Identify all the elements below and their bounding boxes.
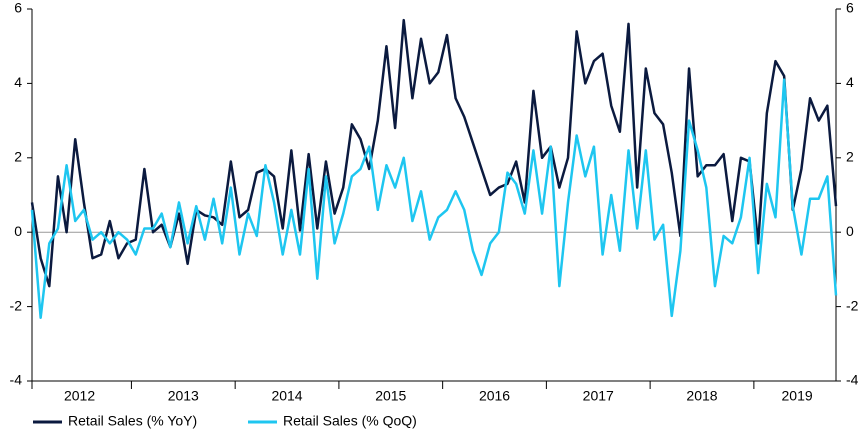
y-tick-label: -4 [10, 372, 23, 388]
legend-label: Retail Sales (% QoQ) [283, 413, 417, 429]
y2-tick-label: -4 [846, 372, 859, 388]
x-tick-label: 2017 [583, 388, 614, 404]
y-tick-label: -2 [10, 297, 23, 313]
y2-tick-label: 2 [846, 149, 854, 165]
y-tick-label: 0 [14, 223, 22, 239]
x-tick-label: 2016 [479, 388, 510, 404]
legend-label: Retail Sales (% YoY) [68, 413, 197, 429]
y-tick-label: 4 [14, 74, 22, 90]
x-tick-label: 2012 [64, 388, 95, 404]
y-tick-label: 6 [14, 0, 22, 16]
x-tick-label: 2015 [375, 388, 406, 404]
x-tick-label: 2014 [271, 388, 302, 404]
x-tick-label: 2019 [782, 388, 813, 404]
y2-tick-label: 0 [846, 223, 854, 239]
y2-tick-label: 4 [846, 74, 854, 90]
y2-tick-label: -2 [846, 297, 859, 313]
series-line [30, 18, 838, 288]
x-tick-label: 2018 [686, 388, 717, 404]
y-tick-label: 2 [14, 149, 22, 165]
y2-tick-label: 6 [846, 0, 854, 16]
series-line [30, 78, 838, 320]
x-tick-label: 2013 [168, 388, 199, 404]
